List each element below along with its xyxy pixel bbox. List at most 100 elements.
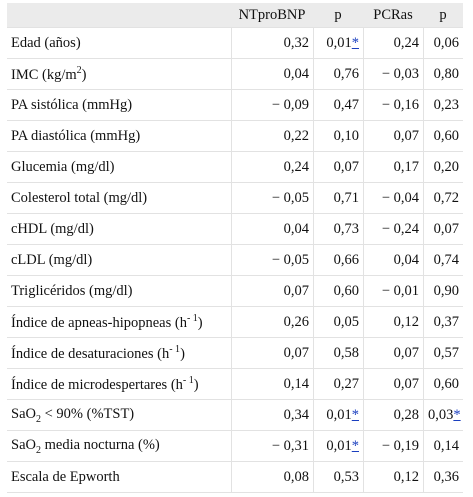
cell-pcras-value: 0,28 xyxy=(393,406,419,423)
header-ntprobnp: NTproBNP xyxy=(231,3,313,28)
row-label: SaO2 < 90% (%TST) xyxy=(7,400,231,431)
row-label-subscript: 2 xyxy=(35,413,41,425)
cell-ntprobnp-value: − 0,05 xyxy=(271,189,309,206)
cell-ntprobnp-value: 0,34 xyxy=(283,406,309,423)
row-label: cLDL (mg/dl) xyxy=(7,245,231,276)
cell-p-ntprobnp-value: 0,58 xyxy=(333,344,359,361)
table-row: Triglicéridos (mg/dl) 0,07 0,60 − 0,01 0,90 xyxy=(7,276,463,307)
cell-p-pcras: 0,60 xyxy=(423,121,463,152)
cell-pcras-value: − 0,01 xyxy=(381,282,419,299)
cell-p-ntprobnp: 0,58 xyxy=(313,338,363,369)
cell-p-ntprobnp-value: 0,66 xyxy=(333,251,359,268)
cell-p-pcras-value: 0,60 xyxy=(433,375,459,392)
cell-pcras-value: 0,24 xyxy=(393,34,419,51)
cell-p-ntprobnp-value: 0,01 xyxy=(326,406,352,423)
cell-p-pcras-value: 0,37 xyxy=(433,313,459,330)
cell-p-ntprobnp: 0,01* xyxy=(313,431,363,462)
cell-p-pcras: 0,20 xyxy=(423,152,463,183)
row-label-text: Índice de apneas-hipopneas (h xyxy=(11,314,187,331)
cell-ntprobnp: 0,04 xyxy=(231,214,313,245)
cell-p-pcras: 0,57 xyxy=(423,338,463,369)
cell-ntprobnp-value: − 0,09 xyxy=(271,96,309,113)
cell-p-pcras-value: 0,23 xyxy=(433,96,459,113)
correlation-table: NTproBNP p PCRas p Edad (años) 0,32 0,01* 0… xyxy=(7,3,463,493)
row-label-superscript: 2 xyxy=(76,64,82,76)
cell-pcras-value: − 0,03 xyxy=(381,65,419,82)
cell-p-ntprobnp: 0,05 xyxy=(313,307,363,338)
row-label: cHDL (mg/dl) xyxy=(7,214,231,245)
cell-ntprobnp-value: 0,04 xyxy=(283,220,309,237)
cell-pcras: 0,24 xyxy=(363,28,423,59)
cell-ntprobnp-value: 0,32 xyxy=(283,34,309,51)
cell-pcras-value: 0,04 xyxy=(393,251,419,268)
row-label: Índice de desaturaciones (h- 1) xyxy=(7,338,231,369)
header-label-column xyxy=(7,3,231,28)
row-label-superscript: - 1 xyxy=(186,312,198,324)
cell-p-pcras-value: 0,60 xyxy=(433,127,459,144)
table-body: Edad (años) 0,32 0,01* 0,24 0,06 IMC (kg/m2) 0… xyxy=(7,28,463,493)
table-row: Glucemia (mg/dl) 0,24 0,07 0,17 0,20 xyxy=(7,152,463,183)
cell-pcras: − 0,16 xyxy=(363,90,423,121)
table-row: Índice de microdespertares (h- 1) 0,14 0,2… xyxy=(7,369,463,400)
cell-p-pcras-value: 0,72 xyxy=(433,189,459,206)
cell-p-ntprobnp-value: 0,01 xyxy=(326,34,352,51)
cell-p-ntprobnp-value: 0,07 xyxy=(333,158,359,175)
cell-p-pcras: 0,37 xyxy=(423,307,463,338)
table-row: Colesterol total (mg/dl) − 0,05 0,71 − 0,04… xyxy=(7,183,463,214)
row-label-text: Edad (años) xyxy=(11,34,81,51)
cell-ntprobnp-value: 0,22 xyxy=(283,127,309,144)
cell-ntprobnp: 0,34 xyxy=(231,400,313,431)
row-label-text-suffix: media nocturna (%) xyxy=(40,436,160,453)
significance-footnote-link[interactable]: * xyxy=(351,406,359,423)
cell-pcras: 0,28 xyxy=(363,400,423,431)
row-label-text-suffix: < 90% (%TST) xyxy=(40,405,135,422)
cell-p-ntprobnp: 0,27 xyxy=(313,369,363,400)
row-label: SaO2 media nocturna (%) xyxy=(7,431,231,462)
table-row: Índice de desaturaciones (h- 1) 0,07 0,58 0… xyxy=(7,338,463,369)
significance-footnote-link[interactable]: * xyxy=(351,437,359,454)
cell-ntprobnp-value: 0,14 xyxy=(283,375,309,392)
cell-p-ntprobnp: 0,76 xyxy=(313,59,363,90)
row-label-text: SaO xyxy=(11,405,36,422)
row-label-superscript: - 1 xyxy=(182,374,194,386)
significance-footnote-link[interactable]: * xyxy=(453,406,461,423)
significance-footnote-link[interactable]: * xyxy=(351,34,359,51)
cell-ntprobnp-value: 0,08 xyxy=(283,468,309,485)
cell-p-pcras-value: 0,90 xyxy=(433,282,459,299)
row-label-superscript: - 1 xyxy=(169,343,181,355)
cell-pcras-value: − 0,19 xyxy=(381,437,419,454)
cell-ntprobnp: 0,04 xyxy=(231,59,313,90)
cell-ntprobnp: − 0,05 xyxy=(231,183,313,214)
cell-ntprobnp: 0,26 xyxy=(231,307,313,338)
cell-p-pcras-value: 0,80 xyxy=(433,65,459,82)
cell-ntprobnp-value: 0,04 xyxy=(283,65,309,82)
cell-pcras: − 0,01 xyxy=(363,276,423,307)
table-row: cHDL (mg/dl) 0,04 0,73 − 0,24 0,07 xyxy=(7,214,463,245)
header-pcras: PCRas xyxy=(363,3,423,28)
header-p-ntprobnp: p xyxy=(313,3,363,28)
row-label-text: SaO xyxy=(11,436,36,453)
cell-pcras-value: − 0,24 xyxy=(381,220,419,237)
row-label: Índice de apneas-hipopneas (h- 1) xyxy=(7,307,231,338)
cell-ntprobnp-value: 0,24 xyxy=(283,158,309,175)
row-label-text: PA diastólica (mmHg) xyxy=(11,127,141,144)
table-row: cLDL (mg/dl) − 0,05 0,66 0,04 0,74 xyxy=(7,245,463,276)
row-label-text: cHDL (mg/dl) xyxy=(11,220,94,237)
cell-ntprobnp-value: − 0,31 xyxy=(271,437,309,454)
cell-pcras: − 0,03 xyxy=(363,59,423,90)
cell-pcras: 0,12 xyxy=(363,307,423,338)
cell-ntprobnp-value: 0,26 xyxy=(283,313,309,330)
cell-p-ntprobnp-value: 0,53 xyxy=(333,468,359,485)
cell-pcras-value: 0,17 xyxy=(393,158,419,175)
cell-p-ntprobnp-value: 0,47 xyxy=(333,96,359,113)
cell-pcras-value: 0,07 xyxy=(393,127,419,144)
cell-p-ntprobnp: 0,73 xyxy=(313,214,363,245)
row-label-text: cLDL (mg/dl) xyxy=(11,251,93,268)
cell-p-pcras: 0,36 xyxy=(423,462,463,493)
cell-p-pcras: 0,14 xyxy=(423,431,463,462)
cell-pcras: − 0,04 xyxy=(363,183,423,214)
table-row: PA diastólica (mmHg) 0,22 0,10 0,07 0,60 xyxy=(7,121,463,152)
cell-pcras: 0,12 xyxy=(363,462,423,493)
cell-pcras-value: 0,12 xyxy=(393,468,419,485)
table-row: Escala de Epworth 0,08 0,53 0,12 0,36 xyxy=(7,462,463,493)
